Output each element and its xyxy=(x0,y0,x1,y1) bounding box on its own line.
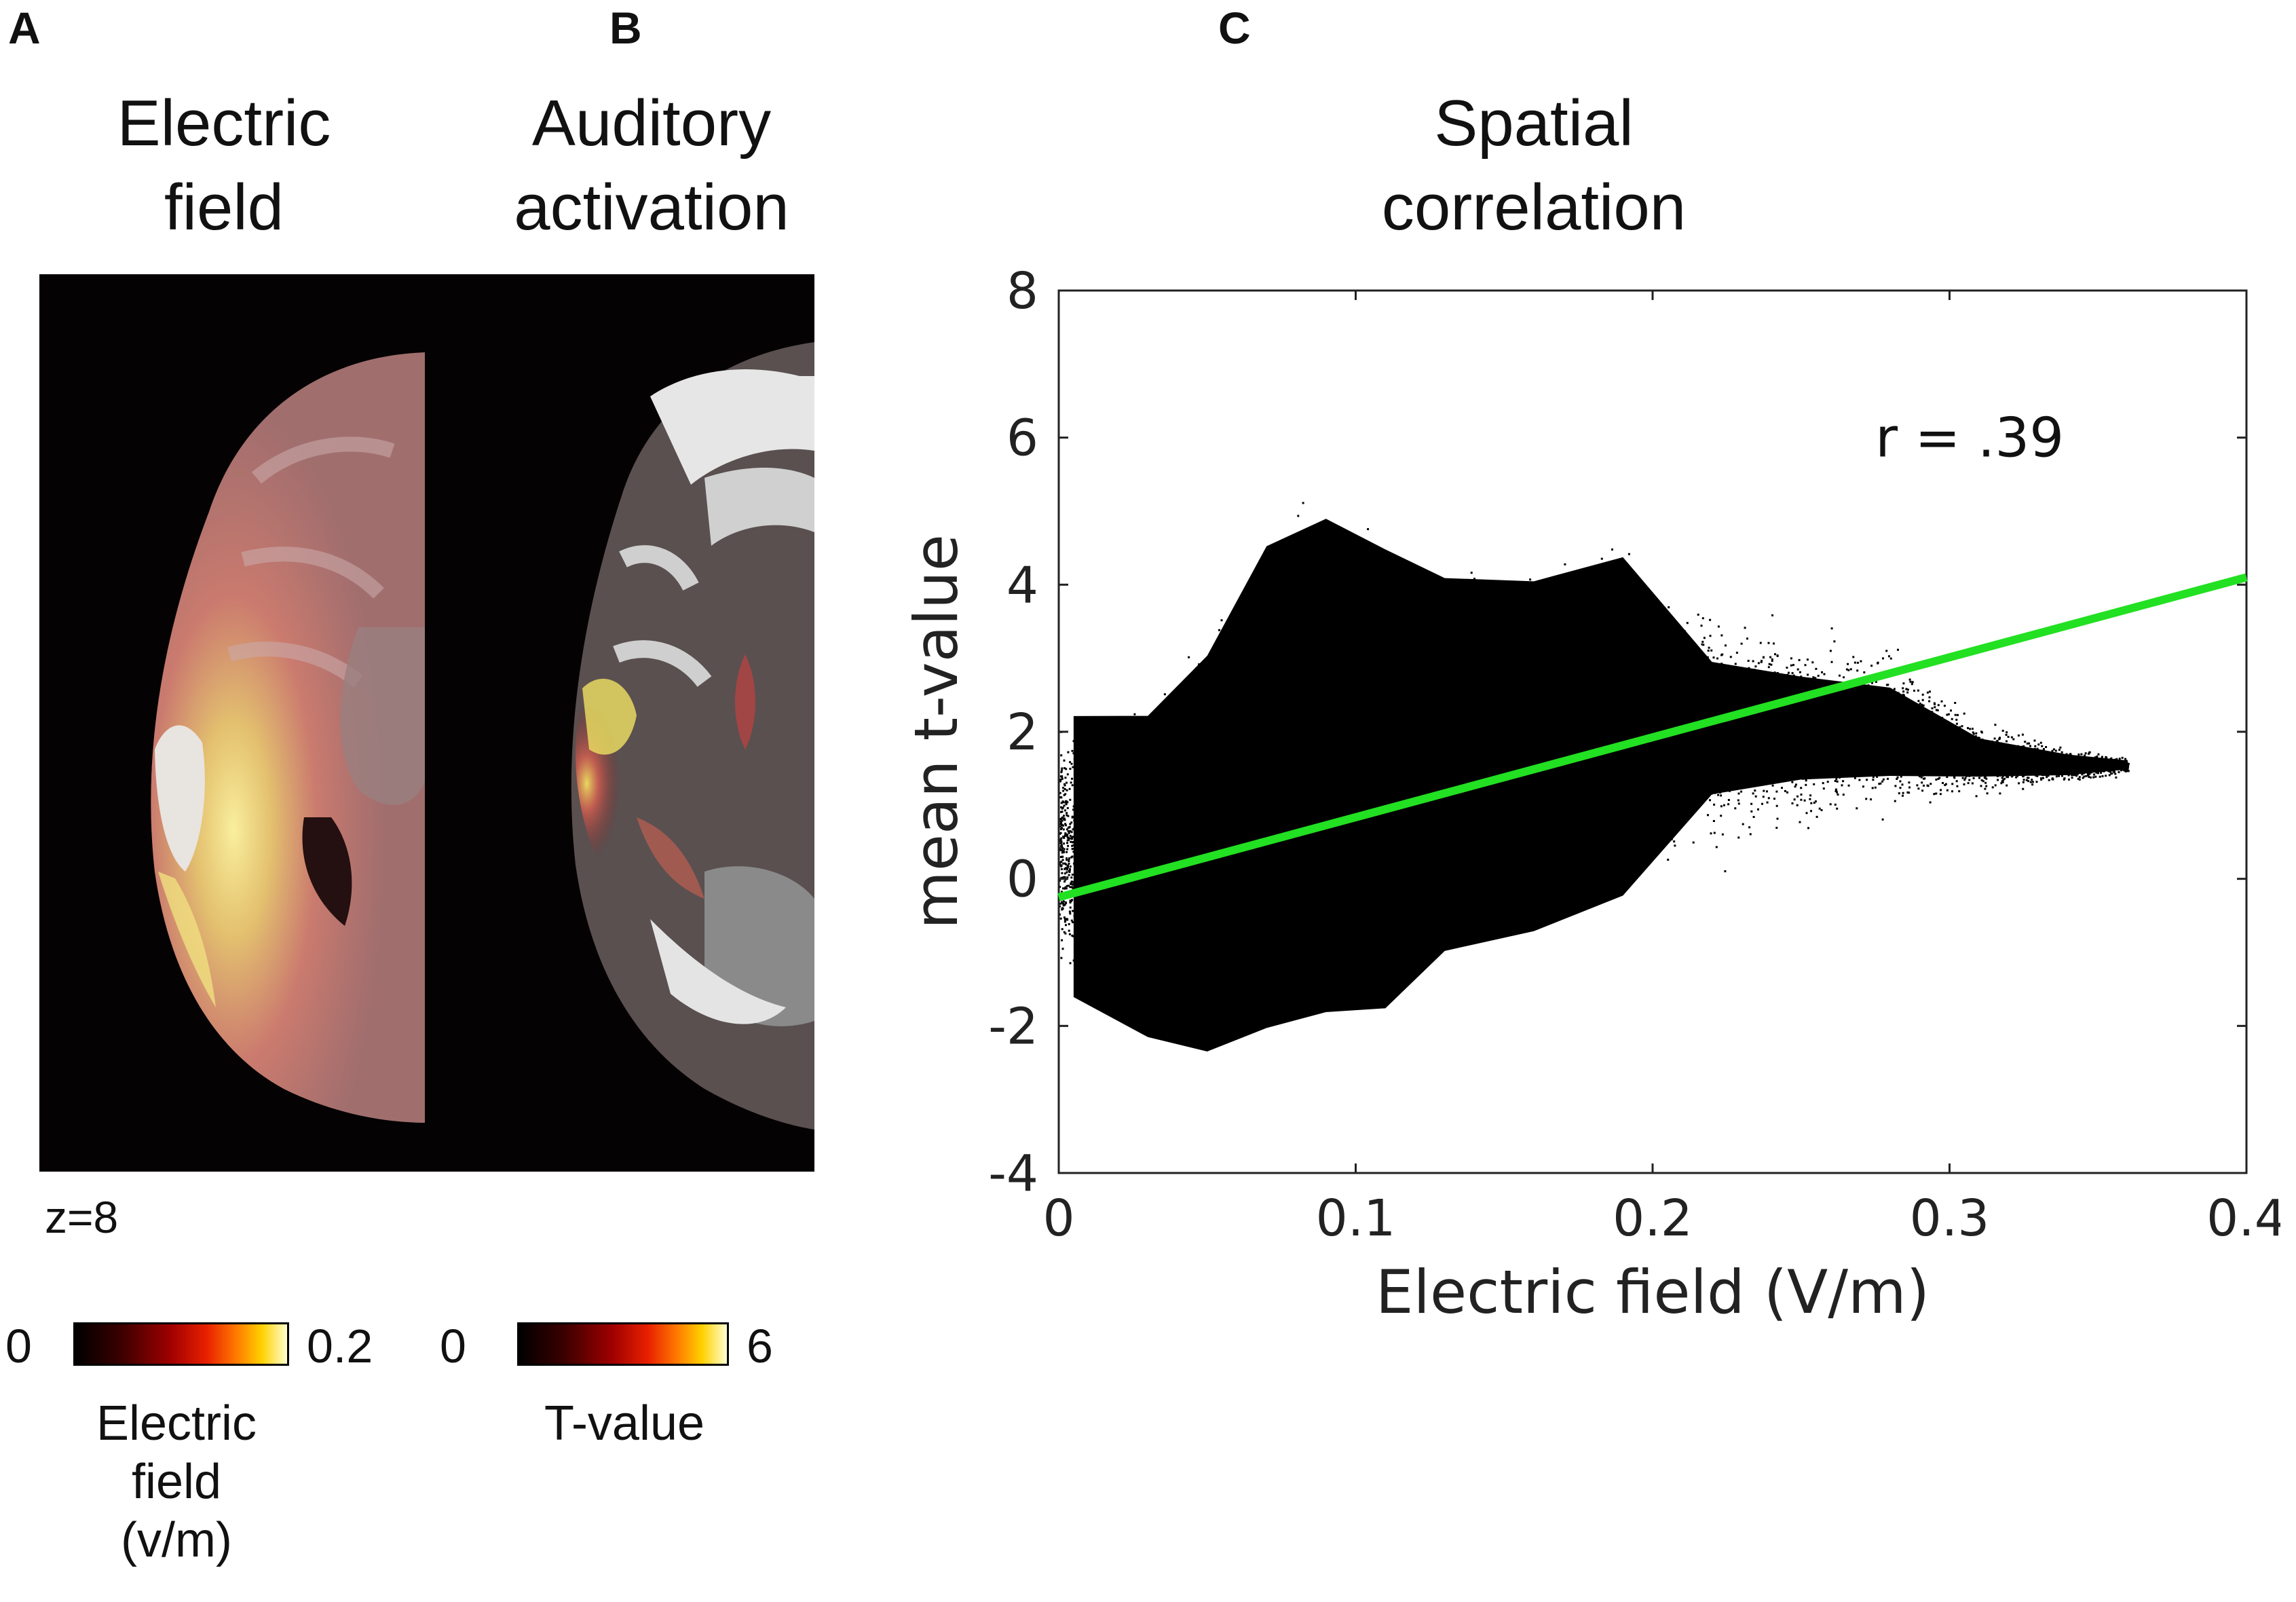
x-tick-label: 0 xyxy=(1042,1189,1074,1248)
panel-a-title: Electric field xyxy=(41,81,407,250)
scatter-points xyxy=(1059,502,2130,1043)
panel-a-title-line1: Electric xyxy=(117,87,331,160)
colorbar-tvalue-max: 6 xyxy=(747,1320,773,1373)
regression-line xyxy=(1057,573,2248,901)
y-tick-label: -4 xyxy=(988,1144,1038,1203)
panel-letter-a: A xyxy=(8,3,41,53)
colorbar-tvalue xyxy=(517,1322,729,1366)
y-tick-label: 8 xyxy=(1006,262,1038,320)
panel-c-title: Spatial correlation xyxy=(1290,81,1778,250)
y-tick-label: 2 xyxy=(1006,703,1038,762)
colorbar-efield-label-line1: Electric xyxy=(96,1396,257,1451)
colorbar-efield-label-line2: field xyxy=(131,1455,222,1509)
scatter-chart: 0 0.1 0.2 0.3 0.4 -4 -2 0 2 4 6 8 r = .39 Electric fi… xyxy=(901,262,2280,1327)
x-axis-label: Electric field (V/m) xyxy=(1376,1257,1930,1327)
brain-slice-images xyxy=(39,274,814,1172)
colorbar-tvalue-label: T-value xyxy=(544,1396,705,1451)
y-tick-label: 4 xyxy=(1006,556,1038,614)
panel-letter-c: C xyxy=(1218,3,1251,53)
correlation-annotation: r = .39 xyxy=(1875,407,2064,470)
y-axis-label: mean t-value xyxy=(901,534,971,929)
brain-slice-a xyxy=(151,352,426,1123)
panel-letter-b: B xyxy=(609,3,642,53)
x-tick-label: 0.3 xyxy=(1910,1189,1990,1248)
colorbar-efield-label-line3: (v/m) xyxy=(121,1513,232,1567)
x-tick-label: 0.4 xyxy=(2206,1189,2280,1248)
x-tick-label: 0.2 xyxy=(1613,1189,1693,1248)
panel-b-title: Auditory activation xyxy=(462,81,842,250)
colorbar-efield-label: Electric field (v/m) xyxy=(54,1394,299,1569)
slice-label: z=8 xyxy=(45,1192,119,1242)
colorbar-tvalue-min: 0 xyxy=(440,1320,466,1373)
x-tick-label: 0.1 xyxy=(1316,1189,1396,1248)
colorbar-efield-max: 0.2 xyxy=(307,1320,373,1373)
brain-slice-b xyxy=(571,342,814,1130)
y-tick-label: -2 xyxy=(988,997,1038,1056)
panel-b-title-line1: Auditory xyxy=(531,87,772,160)
y-tick-label: 0 xyxy=(1006,851,1038,909)
y-tick-label: 6 xyxy=(1006,409,1038,468)
panel-a-title-line2: field xyxy=(164,171,284,244)
panel-b-title-line2: activation xyxy=(514,171,789,244)
panel-c-title-line2: correlation xyxy=(1381,171,1687,244)
panel-c-title-line1: Spatial xyxy=(1434,87,1634,160)
colorbar-efield xyxy=(73,1322,289,1366)
colorbar-efield-min: 0 xyxy=(5,1320,32,1373)
